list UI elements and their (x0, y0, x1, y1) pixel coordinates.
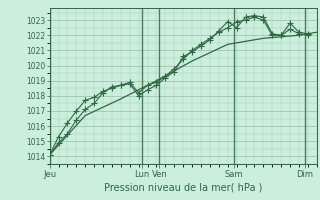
X-axis label: Pression niveau de la mer( hPa ): Pression niveau de la mer( hPa ) (104, 183, 262, 193)
